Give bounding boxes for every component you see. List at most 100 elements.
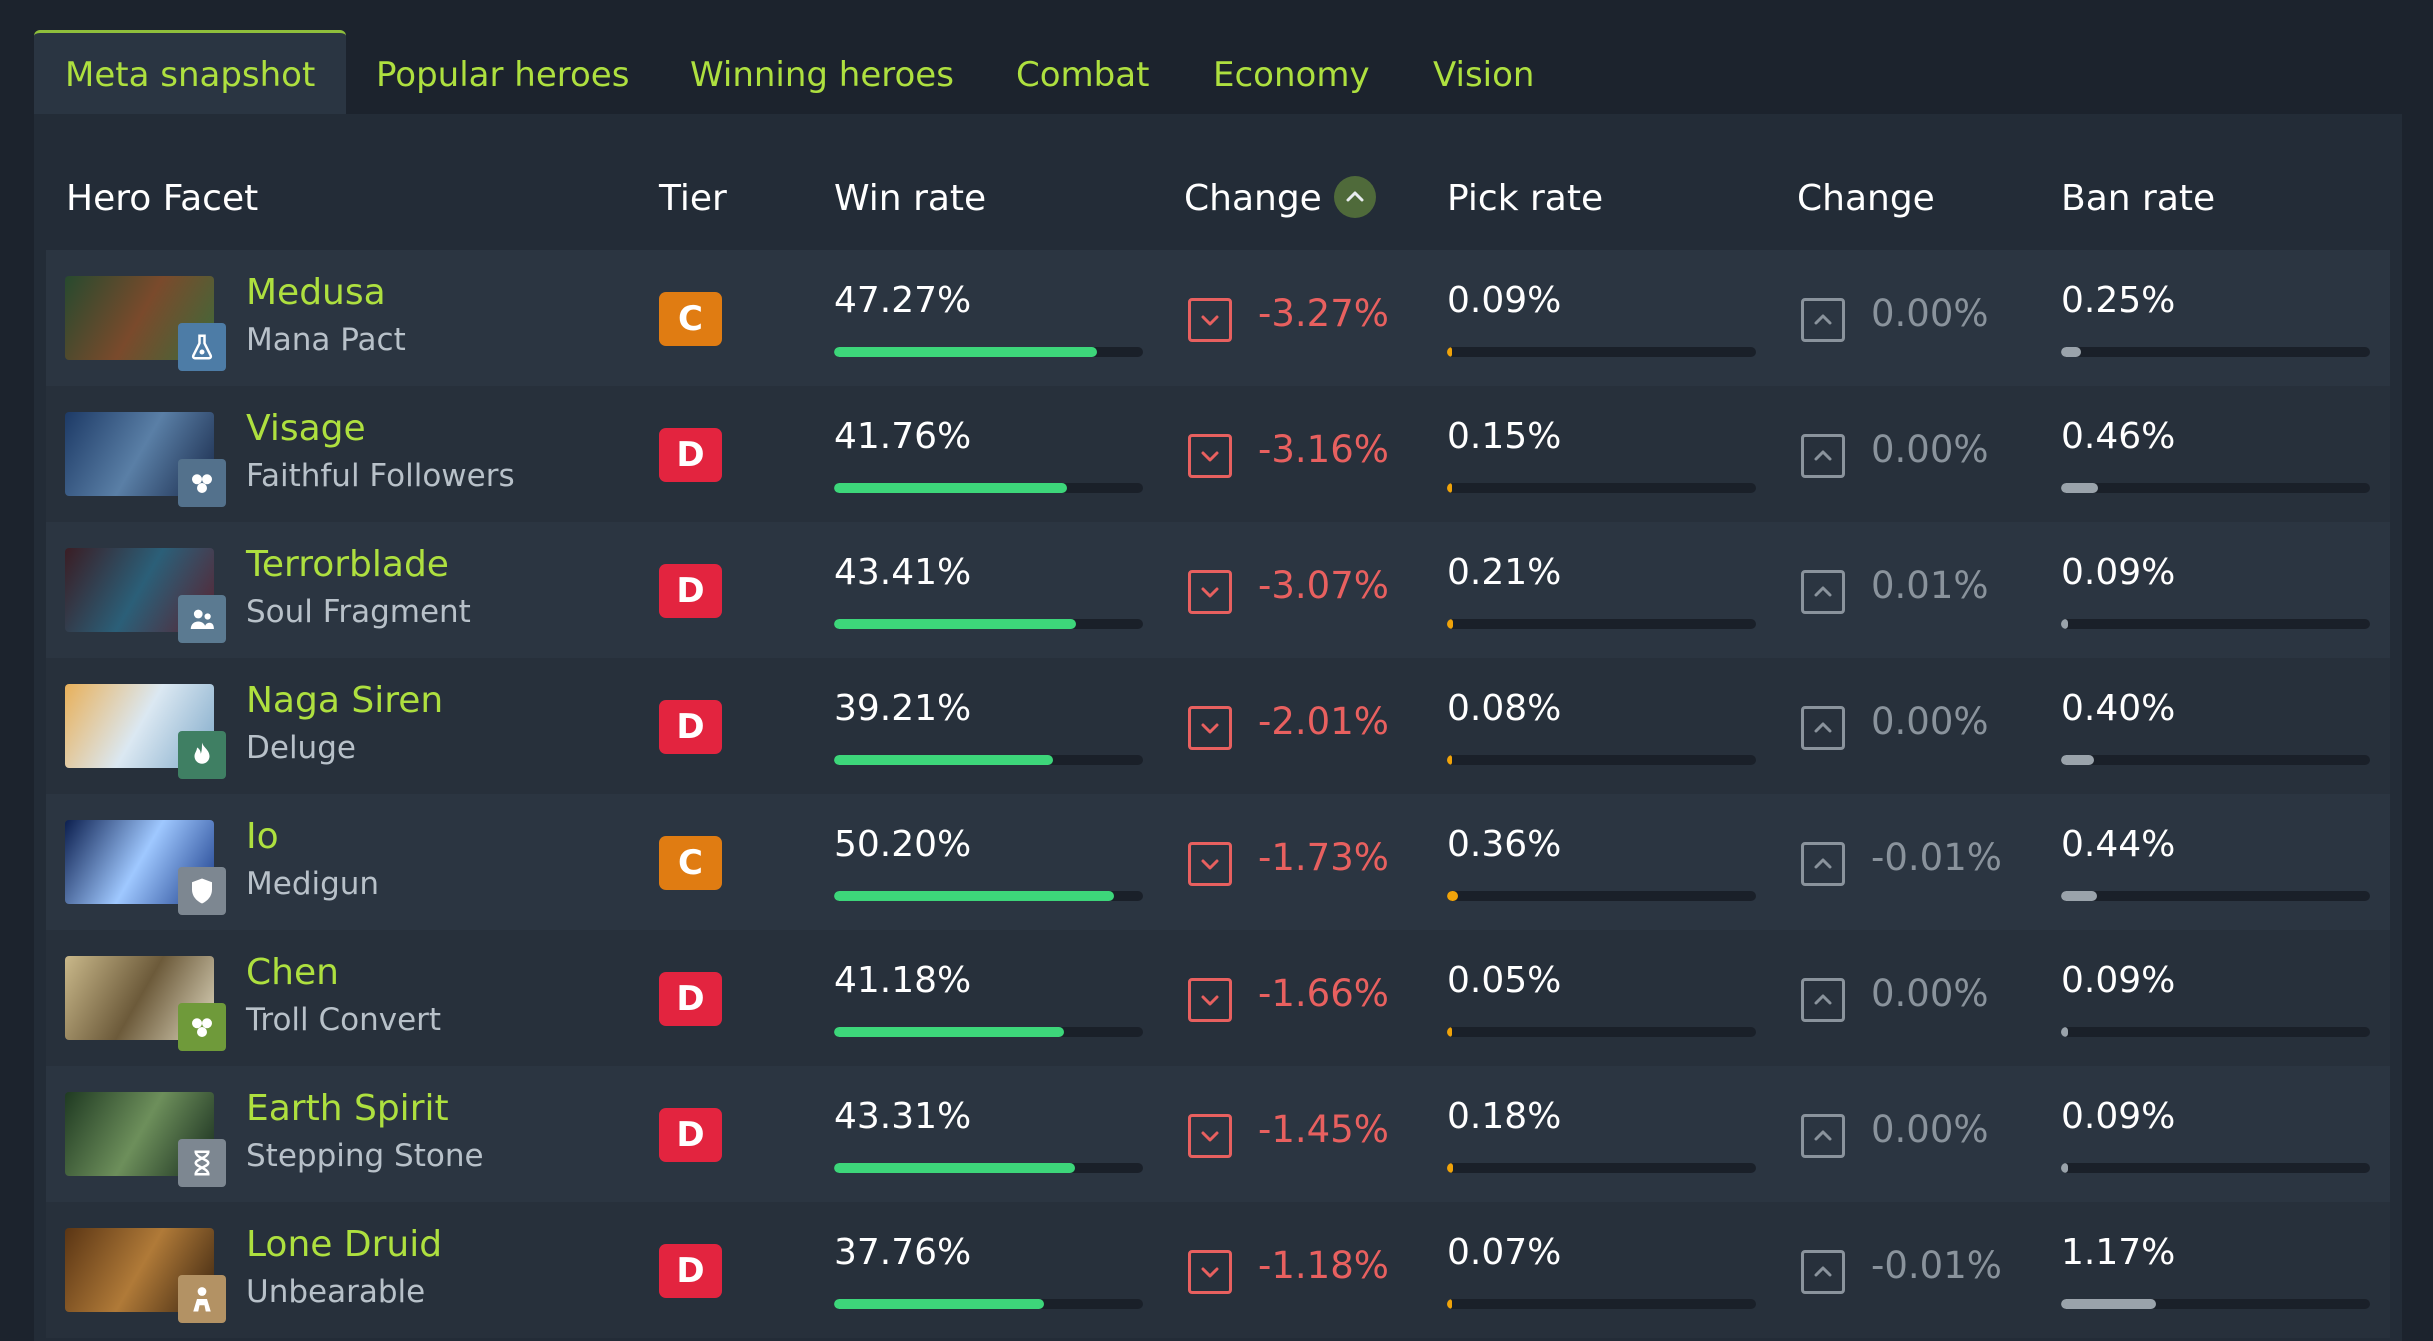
win-rate-value: 41.76% [834, 416, 972, 457]
pick-rate-change: 0.00% [1871, 1108, 1989, 1151]
table-row[interactable]: Lone Druid Unbearable D 37.76% -1.18% 0.07% -0… [46, 1202, 2390, 1338]
pick-rate-value: 0.15% [1447, 416, 1562, 457]
table-row[interactable]: Naga Siren Deluge D 39.21% -2.01% 0.08% 0.00% 0… [46, 658, 2390, 794]
tab-popular-heroes[interactable]: Popular heroes [376, 55, 630, 95]
win-rate-bar [834, 347, 1143, 357]
win-rate-change: -3.27% [1258, 292, 1389, 335]
trend-up-icon [1801, 706, 1845, 750]
pick-rate-change: 0.00% [1871, 428, 1989, 471]
trend-up-icon [1801, 978, 1845, 1022]
ban-rate-bar [2061, 891, 2370, 901]
win-rate-bar [834, 1027, 1143, 1037]
win-rate-value: 37.76% [834, 1232, 972, 1273]
flask-icon [178, 323, 226, 371]
pick-rate-value: 0.08% [1447, 688, 1562, 729]
tier-badge: C [659, 292, 722, 346]
pick-rate-value: 0.07% [1447, 1232, 1562, 1273]
ban-rate-value: 0.09% [2061, 960, 2176, 1001]
pick-rate-bar [1447, 1299, 1756, 1309]
hero-name[interactable]: Terrorblade [246, 544, 449, 585]
trend-down-icon [1188, 570, 1232, 614]
col-win-rate[interactable]: Win rate [834, 178, 987, 219]
tab-combat[interactable]: Combat [1016, 55, 1150, 95]
pick-rate-bar [1447, 619, 1756, 629]
ban-rate-value: 0.44% [2061, 824, 2176, 865]
col-win-change[interactable]: Change [1184, 168, 1376, 230]
sort-ascending-icon[interactable] [1333, 176, 1376, 218]
pick-rate-change: 0.00% [1871, 292, 1989, 335]
win-rate-value: 43.31% [834, 1096, 972, 1137]
trend-up-icon [1801, 434, 1845, 478]
facet-name: Medigun [246, 866, 380, 902]
pick-rate-change: -0.01% [1871, 1244, 2002, 1287]
tab-meta-snapshot[interactable]: Meta snapshot [34, 30, 347, 114]
pick-rate-change: 0.00% [1871, 972, 1989, 1015]
win-rate-change: -1.66% [1258, 972, 1389, 1015]
fire-hand-icon [178, 731, 226, 779]
ban-rate-value: 1.17% [2061, 1232, 2176, 1273]
ban-rate-value: 0.40% [2061, 688, 2176, 729]
ban-rate-bar [2061, 755, 2370, 765]
col-pick-change[interactable]: Change [1797, 178, 1935, 219]
facet-name: Stepping Stone [246, 1138, 484, 1174]
win-rate-change: -2.01% [1258, 700, 1389, 743]
pick-rate-bar [1447, 1163, 1756, 1173]
tab-winning-heroes[interactable]: Winning heroes [690, 55, 954, 95]
win-rate-change: -3.16% [1258, 428, 1389, 471]
familiars-icon [178, 1003, 226, 1051]
pick-rate-value: 0.09% [1447, 280, 1562, 321]
win-rate-change: -1.45% [1258, 1108, 1389, 1151]
table-row[interactable]: Terrorblade Soul Fragment D 43.41% -3.07% 0.2… [46, 522, 2390, 658]
tab-vision[interactable]: Vision [1433, 55, 1535, 95]
pick-rate-value: 0.05% [1447, 960, 1562, 1001]
win-rate-value: 41.18% [834, 960, 972, 1001]
hero-name[interactable]: Visage [246, 408, 366, 449]
facet-name: Unbearable [246, 1274, 426, 1310]
win-rate-value: 43.41% [834, 552, 972, 593]
pick-rate-bar [1447, 755, 1756, 765]
people-icon [178, 595, 226, 643]
win-rate-bar [834, 755, 1143, 765]
hero-name[interactable]: Lone Druid [246, 1224, 443, 1265]
tier-badge: D [659, 564, 722, 618]
trend-down-icon [1188, 434, 1232, 478]
table-row[interactable]: Medusa Mana Pact C 47.27% -3.27% 0.09% 0.00% 0.… [46, 250, 2390, 386]
ban-rate-bar [2061, 483, 2370, 493]
win-rate-value: 39.21% [834, 688, 972, 729]
col-tier[interactable]: Tier [659, 178, 727, 219]
col-ban-rate[interactable]: Ban rate [2061, 178, 2216, 219]
pick-rate-value: 0.36% [1447, 824, 1562, 865]
ban-rate-bar [2061, 1299, 2370, 1309]
col-pick-rate[interactable]: Pick rate [1447, 178, 1604, 219]
pick-rate-value: 0.18% [1447, 1096, 1562, 1137]
table-row[interactable]: Chen Troll Convert D 41.18% -1.66% 0.05% 0.00%… [46, 930, 2390, 1066]
trend-up-icon [1801, 1114, 1845, 1158]
col-hero-facet[interactable]: Hero Facet [66, 178, 259, 219]
shield-icon [178, 867, 226, 915]
ban-rate-value: 0.25% [2061, 280, 2176, 321]
win-rate-change: -1.18% [1258, 1244, 1389, 1287]
table-row[interactable]: Io Medigun C 50.20% -1.73% 0.36% -0.01% 0.44% [46, 794, 2390, 930]
facet-name: Faithful Followers [246, 458, 515, 494]
table-row[interactable]: Earth Spirit Stepping Stone D 43.31% -1.45% 0… [46, 1066, 2390, 1202]
win-rate-bar [834, 1163, 1143, 1173]
pick-rate-bar [1447, 347, 1756, 357]
win-rate-bar [834, 891, 1143, 901]
pick-rate-change: 0.01% [1871, 564, 1989, 607]
trend-up-icon [1801, 570, 1845, 614]
tier-badge: D [659, 700, 722, 754]
ban-rate-bar [2061, 347, 2370, 357]
familiars-icon [178, 459, 226, 507]
hero-name[interactable]: Chen [246, 952, 339, 993]
hero-name[interactable]: Naga Siren [246, 680, 444, 721]
pick-rate-change: 0.00% [1871, 700, 1989, 743]
tier-badge: D [659, 972, 722, 1026]
win-rate-change: -3.07% [1258, 564, 1389, 607]
hero-name[interactable]: Io [246, 816, 279, 857]
hero-name[interactable]: Earth Spirit [246, 1088, 449, 1129]
hero-name[interactable]: Medusa [246, 272, 386, 313]
tab-economy[interactable]: Economy [1213, 55, 1370, 95]
table-row[interactable]: Visage Faithful Followers D 41.76% -3.16% 0.1… [46, 386, 2390, 522]
facet-name: Mana Pact [246, 322, 406, 358]
tab-bar: Meta snapshot Popular heroes Winning her… [34, 30, 2402, 114]
